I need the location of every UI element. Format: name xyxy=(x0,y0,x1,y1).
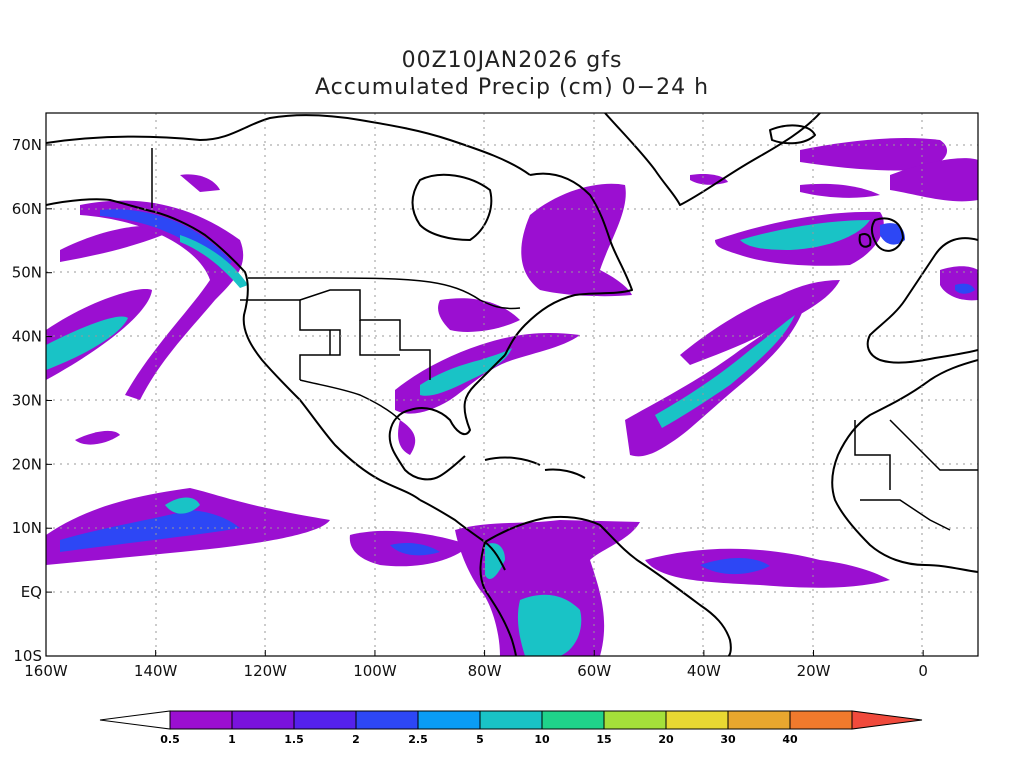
map-frame xyxy=(45,112,979,657)
precip-area xyxy=(890,158,978,202)
precip-area xyxy=(740,220,870,250)
x-tick-label: 40W xyxy=(687,662,721,680)
x-tick-label: 140W xyxy=(134,662,178,680)
precip-area xyxy=(390,542,440,556)
colorbar-swatch xyxy=(541,710,605,730)
y-tick-label: 60N xyxy=(12,200,42,218)
colorbar-level-label: 20 xyxy=(658,733,674,746)
precip-area xyxy=(398,420,416,455)
precip-area xyxy=(438,298,520,332)
colorbar: 0.5 1 1.5 2 2.5 5 10 15 20 30 40 xyxy=(99,710,923,746)
colorbar-level-label: 15 xyxy=(596,733,611,746)
coastlines xyxy=(46,113,978,656)
x-tick-label: 160W xyxy=(24,662,68,680)
colorbar-swatch xyxy=(355,710,419,730)
colorbar-swatch xyxy=(479,710,543,730)
precip-field xyxy=(46,138,978,656)
gridlines xyxy=(46,113,978,656)
precip-area xyxy=(395,333,580,414)
x-tick-label: 60W xyxy=(577,662,611,680)
y-tick-label: 40N xyxy=(12,328,42,346)
colorbar-swatch xyxy=(293,710,357,730)
x-tick-label: 0 xyxy=(918,662,928,680)
colorbar-swatch xyxy=(603,710,667,730)
colorbar-swatch xyxy=(169,710,233,730)
colorbar-level-label: 2 xyxy=(352,733,360,746)
colorbar-over-triangle xyxy=(851,710,923,730)
colorbar-level-label: 40 xyxy=(782,733,798,746)
colorbar-level-label: 0.5 xyxy=(160,733,180,746)
precip-area xyxy=(180,174,220,192)
colorbar-level-label: 5 xyxy=(476,733,484,746)
precip-area xyxy=(420,348,512,396)
precip-area xyxy=(60,510,240,552)
x-tick-label: 100W xyxy=(353,662,397,680)
precip-area xyxy=(800,183,880,198)
chart-title-line-1: 00Z10JAN2026 gfs xyxy=(401,48,623,73)
political-borders xyxy=(151,148,978,531)
y-tick-label: 50N xyxy=(12,264,42,282)
precip-area xyxy=(75,430,120,445)
precip-area xyxy=(955,283,975,294)
colorbar-swatch xyxy=(665,710,729,730)
colorbar-level-label: 1.5 xyxy=(284,733,304,746)
colorbar-level-label: 30 xyxy=(720,733,736,746)
y-tick-label: 20N xyxy=(12,455,42,473)
colorbar-level-label: 10 xyxy=(534,733,550,746)
precip-area xyxy=(800,138,948,171)
colorbar-swatch xyxy=(417,710,481,730)
axis-ticks: 160W 140W 120W 100W 80W 60W 40W 20W 0 70N 60N 50N 40… xyxy=(12,136,928,680)
colorbar-swatch xyxy=(727,710,791,730)
chart-title-line-2: Accumulated Precip (cm) 0−24 h xyxy=(314,75,710,100)
precip-area xyxy=(485,543,505,580)
y-tick-label: 10N xyxy=(12,519,42,537)
colorbar-level-label: 1 xyxy=(228,733,236,746)
precip-area xyxy=(60,225,170,262)
y-tick-label: 10S xyxy=(13,647,42,665)
precip-area xyxy=(700,557,770,575)
precip-area xyxy=(46,316,128,370)
y-tick-label: 70N xyxy=(12,136,42,154)
y-tick-label: EQ xyxy=(21,583,42,601)
colorbar-swatch xyxy=(789,710,853,730)
colorbar-swatch xyxy=(231,710,295,730)
precip-area xyxy=(940,266,978,301)
precip-area xyxy=(680,280,840,365)
precip-area xyxy=(521,183,632,297)
x-tick-label: 80W xyxy=(468,662,502,680)
y-tick-label: 30N xyxy=(12,391,42,409)
colorbar-under-triangle xyxy=(99,710,171,730)
precip-area xyxy=(180,235,248,288)
precip-area xyxy=(880,223,905,245)
precip-area xyxy=(517,594,582,656)
precip-area xyxy=(165,497,200,514)
x-tick-label: 20W xyxy=(797,662,831,680)
x-tick-label: 120W xyxy=(244,662,288,680)
colorbar-level-label: 2.5 xyxy=(408,733,428,746)
precip-area xyxy=(645,548,890,588)
